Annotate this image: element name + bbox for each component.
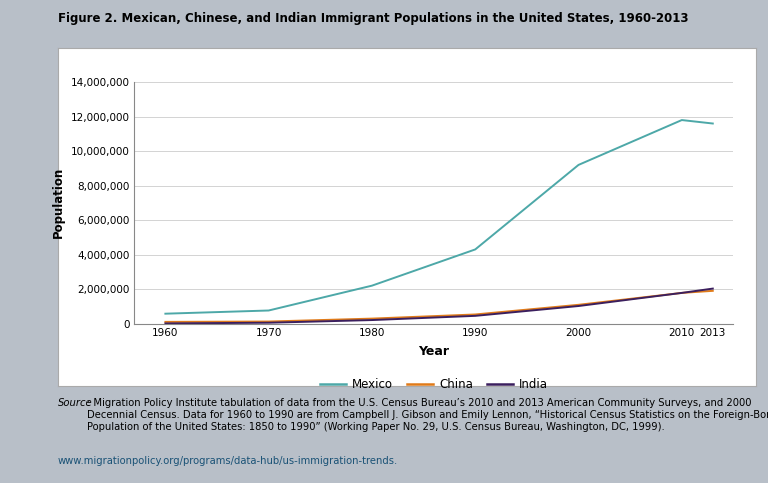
Text: www.migrationpolicy.org/programs/data-hub/us-immigration-trends.: www.migrationpolicy.org/programs/data-hu… [58, 456, 398, 467]
India [264, 320, 273, 326]
Legend: Mexico, China, India: Mexico, China, India [316, 373, 552, 396]
Mexico [471, 246, 480, 252]
India [708, 285, 717, 291]
China [264, 319, 273, 325]
Mexico [677, 117, 687, 123]
Text: Figure 2. Mexican, Chinese, and Indian Immigrant Populations in the United State: Figure 2. Mexican, Chinese, and Indian I… [58, 12, 688, 25]
China [708, 288, 717, 294]
China [161, 319, 170, 325]
Text: Source: Source [58, 398, 92, 409]
China [471, 312, 480, 317]
Mexico [161, 311, 170, 316]
Mexico [708, 121, 717, 127]
India [161, 321, 170, 327]
India [471, 313, 480, 319]
Mexico [264, 308, 273, 313]
Mexico [367, 283, 376, 288]
X-axis label: Year: Year [419, 345, 449, 358]
China [367, 316, 376, 322]
India [574, 303, 583, 309]
China [677, 290, 687, 296]
Mexico [574, 162, 583, 168]
Line: Mexico: Mexico [165, 120, 713, 313]
Text: : Migration Policy Institute tabulation of data from the U.S. Census Bureau’s 20: : Migration Policy Institute tabulation … [87, 398, 768, 432]
India [367, 317, 376, 323]
India [677, 290, 687, 296]
Line: China: China [165, 291, 713, 322]
Y-axis label: Population: Population [52, 167, 65, 239]
China [574, 302, 583, 308]
Line: India: India [165, 288, 713, 324]
